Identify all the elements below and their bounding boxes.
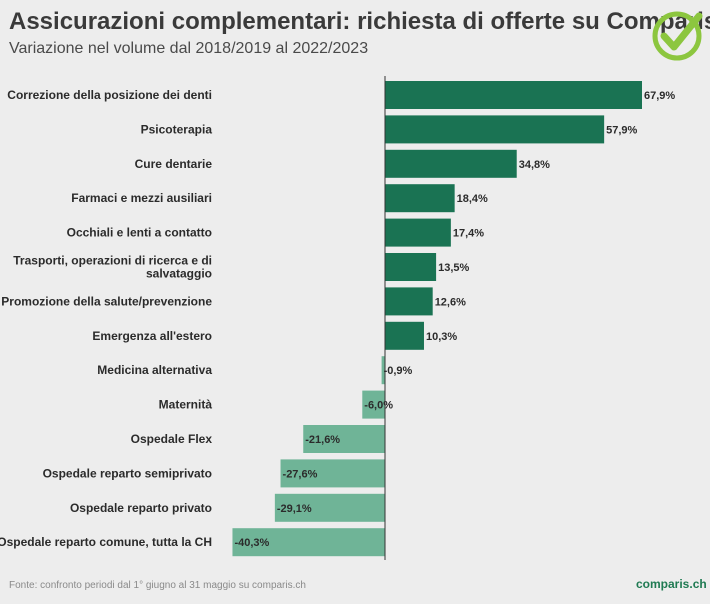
value-label-10: -21,6%: [305, 434, 340, 446]
bar-11: [280, 459, 385, 488]
category-label-12: Ospedale reparto privato: [70, 501, 212, 515]
bar-0: [385, 81, 642, 109]
value-label-3: 18,4%: [457, 193, 488, 205]
check-circle-icon: [652, 11, 703, 61]
value-label-8: -0,9%: [384, 365, 413, 377]
category-label-2: Cure dentarie: [135, 157, 213, 171]
category-label-9: Maternità: [159, 398, 213, 412]
bar-5: [385, 253, 437, 281]
bar-1: [385, 115, 605, 144]
category-label-13: Ospedale reparto comune, tutta la CH: [0, 535, 212, 549]
bar-2: [385, 149, 517, 178]
category-label-7: Emergenza all'estero: [92, 329, 212, 343]
category-label-5: Trasporti, operazioni di ricerca e di sal…: [13, 254, 212, 281]
bar-4: [385, 218, 451, 247]
bar-3: [385, 184, 455, 213]
bar-7: [385, 321, 424, 350]
value-label-9: -6,0%: [364, 400, 393, 412]
bar-13: [232, 528, 385, 557]
category-label-6: Promozione della salute/prevenzione: [1, 294, 212, 308]
value-label-2: 34,8%: [519, 159, 550, 171]
value-label-6: 12,6%: [435, 296, 466, 308]
bar-12: [274, 493, 385, 522]
value-label-12: -29,1%: [277, 503, 312, 515]
value-label-0: 67,9%: [644, 90, 675, 102]
value-label-4: 17,4%: [453, 228, 484, 240]
category-label-0: Correzione della posizione dei denti: [7, 88, 212, 102]
value-label-11: -27,6%: [283, 468, 318, 480]
category-label-8: Medicina alternativa: [97, 363, 212, 377]
bar-10: [303, 425, 385, 453]
bar-9: [362, 390, 385, 419]
source-note: Fonte: confronto periodi dal 1° giugno a…: [9, 580, 306, 591]
bar-6: [385, 287, 433, 316]
category-label-10: Ospedale Flex: [131, 432, 213, 446]
value-label-1: 57,9%: [606, 124, 637, 136]
value-label-7: 10,3%: [426, 331, 457, 343]
value-label-5: 13,5%: [438, 262, 469, 274]
value-label-13: -40,3%: [234, 537, 269, 549]
chart-subtitle: Variazione nel volume dal 2018/2019 al 2…: [9, 40, 369, 57]
brand-logo: comparis.ch: [636, 577, 707, 591]
category-label-4: Occhiali e lenti a contatto: [67, 226, 212, 240]
category-label-11: Ospedale reparto semiprivato: [43, 466, 212, 480]
chart-title: Assicurazioni complementari: richiesta d…: [9, 8, 710, 35]
category-label-1: Psicoterapia: [141, 122, 213, 136]
bar-8: [381, 356, 385, 385]
category-label-3: Farmaci e mezzi ausiliari: [71, 191, 212, 205]
